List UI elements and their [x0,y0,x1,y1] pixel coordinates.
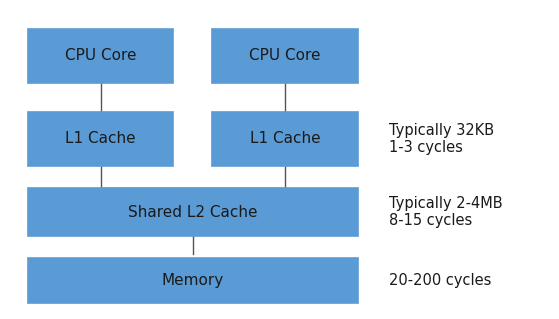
Text: CPU Core: CPU Core [249,48,321,63]
Text: Typically 32KB
1-3 cycles: Typically 32KB 1-3 cycles [389,122,494,155]
Text: Memory: Memory [162,273,224,288]
Text: CPU Core: CPU Core [65,48,136,63]
FancyBboxPatch shape [28,188,358,236]
Text: L1 Cache: L1 Cache [65,131,136,146]
FancyBboxPatch shape [28,112,173,166]
Text: 20-200 cycles: 20-200 cycles [389,273,491,288]
Text: L1 Cache: L1 Cache [250,131,320,146]
Text: Typically 2-4MB
8-15 cycles: Typically 2-4MB 8-15 cycles [389,196,502,228]
FancyBboxPatch shape [28,29,173,83]
FancyBboxPatch shape [28,258,358,303]
FancyBboxPatch shape [212,112,358,166]
FancyBboxPatch shape [212,29,358,83]
Text: Shared L2 Cache: Shared L2 Cache [128,204,258,220]
